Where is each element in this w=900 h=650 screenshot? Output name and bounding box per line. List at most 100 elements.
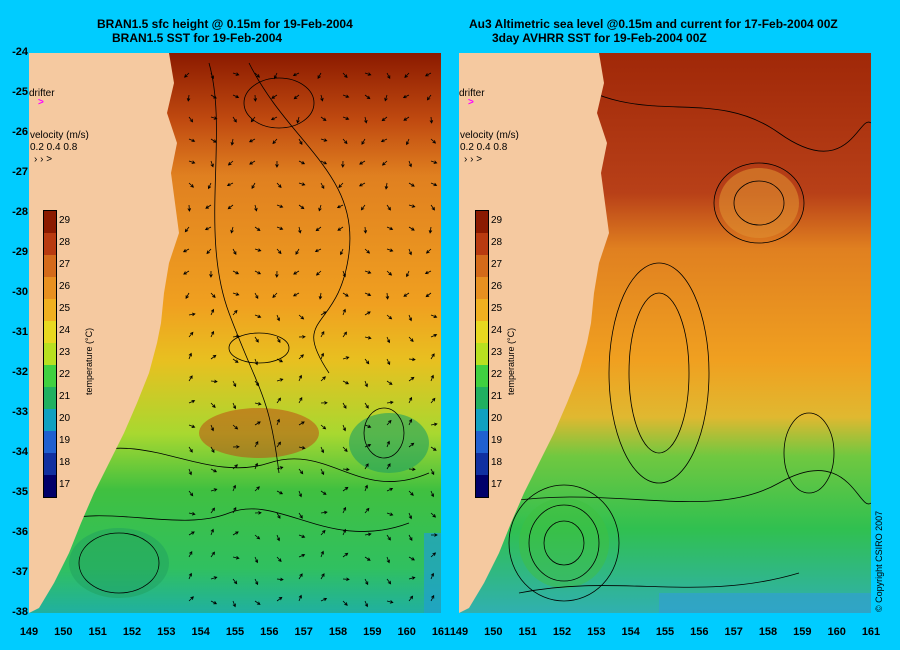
velocity-arrow	[206, 248, 212, 255]
right-colorbar-title: temperature (°C)	[506, 327, 516, 395]
latitude-tick-label: -31	[12, 326, 28, 338]
longitude-tick-label: 153	[157, 626, 176, 638]
velocity-arrow	[298, 490, 302, 498]
latitude-tick-label: -27	[12, 166, 28, 178]
velocity-arrow	[188, 596, 194, 602]
velocity-arrow	[408, 182, 415, 187]
right-map-panel	[459, 53, 871, 613]
copyright-notice: © Copyright CSIRO 2007	[874, 510, 884, 612]
longitude-tick-label: 149	[449, 626, 469, 638]
velocity-arrow	[384, 182, 389, 190]
velocity-arrow	[295, 248, 300, 255]
velocity-arrow	[320, 94, 324, 102]
longitude-tick-label: 155	[225, 626, 245, 638]
velocity-arrow	[254, 358, 258, 366]
velocity-arrow	[276, 577, 284, 582]
velocity-arrow	[188, 572, 193, 580]
velocity-arrow	[339, 248, 344, 256]
colorbar-segment	[476, 475, 488, 497]
velocity-arrow	[254, 511, 262, 515]
velocity-arrow	[364, 292, 372, 297]
longitude-tick-label: 158	[328, 626, 348, 638]
left-velocity-arrows	[182, 72, 438, 608]
velocity-arrow	[337, 226, 344, 231]
velocity-arrow	[254, 336, 259, 343]
velocity-arrow	[232, 578, 238, 585]
velocity-arrow	[276, 512, 281, 519]
velocity-arrow	[424, 270, 432, 275]
velocity-arrow	[359, 160, 366, 165]
velocity-arrow	[298, 396, 303, 404]
left-drifter-marker: >	[38, 97, 44, 108]
colorbar-tick-label: 24	[59, 325, 71, 336]
velocity-arrow	[408, 248, 412, 256]
left-land	[29, 53, 179, 613]
velocity-arrow	[292, 292, 300, 297]
colorbar-segment	[44, 387, 56, 409]
velocity-arrow	[210, 308, 215, 316]
velocity-arrow	[251, 182, 256, 189]
velocity-arrow	[276, 441, 281, 448]
velocity-arrow	[210, 379, 218, 384]
right-title-line1: Au3 Altimetric sea level @0.15m and curr…	[469, 17, 838, 31]
colorbar-tick-label: 25	[491, 303, 503, 314]
velocity-arrow	[386, 204, 391, 211]
velocity-arrow	[408, 534, 413, 541]
latitude-tick-label: -30	[12, 286, 28, 298]
velocity-arrow	[210, 330, 215, 338]
velocity-arrow	[342, 528, 347, 536]
velocity-arrow	[275, 270, 279, 278]
velocity-arrow	[430, 397, 436, 404]
velocity-arrow	[271, 94, 278, 99]
velocity-arrow	[408, 556, 415, 561]
velocity-arrow	[386, 400, 394, 405]
velocity-arrow	[298, 421, 305, 426]
velocity-arrow	[430, 468, 435, 476]
velocity-arrow	[232, 402, 237, 410]
velocity-arrow	[384, 94, 388, 102]
velocity-arrow	[363, 226, 368, 234]
velocity-arrow	[254, 72, 260, 78]
colorbar-segment	[476, 299, 488, 321]
left-velocity-title: velocity (m/s)	[30, 130, 89, 141]
colorbar-segment	[44, 365, 56, 387]
velocity-arrow	[342, 356, 350, 360]
velocity-arrow	[232, 531, 239, 536]
velocity-arrow	[254, 421, 261, 426]
velocity-arrow	[204, 226, 212, 231]
colorbar-tick-label: 17	[491, 479, 503, 490]
colorbar-segment	[44, 255, 56, 277]
velocity-arrow	[342, 402, 347, 409]
velocity-arrow	[430, 594, 435, 602]
velocity-arrow	[188, 116, 194, 123]
velocity-arrow	[408, 160, 412, 168]
velocity-arrow	[338, 182, 344, 189]
longitude-tick-label: 156	[690, 626, 709, 638]
velocity-arrow	[430, 333, 438, 338]
velocity-arrow	[342, 72, 348, 79]
colorbar-tick-label: 21	[59, 391, 71, 402]
velocity-arrow	[430, 512, 437, 518]
right-velocity-arrows-legend: › › >	[464, 154, 483, 165]
longitude-tick-label: 149	[19, 626, 39, 638]
colorbar-segment	[44, 211, 56, 233]
latitude-tick-label: -26	[12, 126, 28, 138]
velocity-arrow	[254, 270, 262, 275]
colorbar-segment	[476, 321, 488, 343]
colorbar-segment	[44, 475, 56, 497]
colorbar-tick-label: 22	[59, 369, 71, 380]
longitude-tick-label: 150	[54, 626, 73, 638]
velocity-arrow	[405, 270, 410, 278]
colorbar-tick-label: 21	[491, 391, 503, 402]
colorbar-segment	[476, 453, 488, 475]
velocity-arrow	[342, 331, 347, 338]
latitude-tick-label: -35	[12, 486, 28, 498]
velocity-arrow	[232, 600, 236, 608]
left-drifter-label: drifter	[29, 88, 55, 99]
velocity-arrow	[254, 462, 259, 470]
velocity-arrow	[342, 424, 346, 432]
velocity-arrow	[320, 550, 324, 558]
velocity-arrow	[209, 270, 213, 278]
colorbar-tick-label: 26	[59, 281, 71, 292]
velocity-arrow	[386, 358, 391, 366]
